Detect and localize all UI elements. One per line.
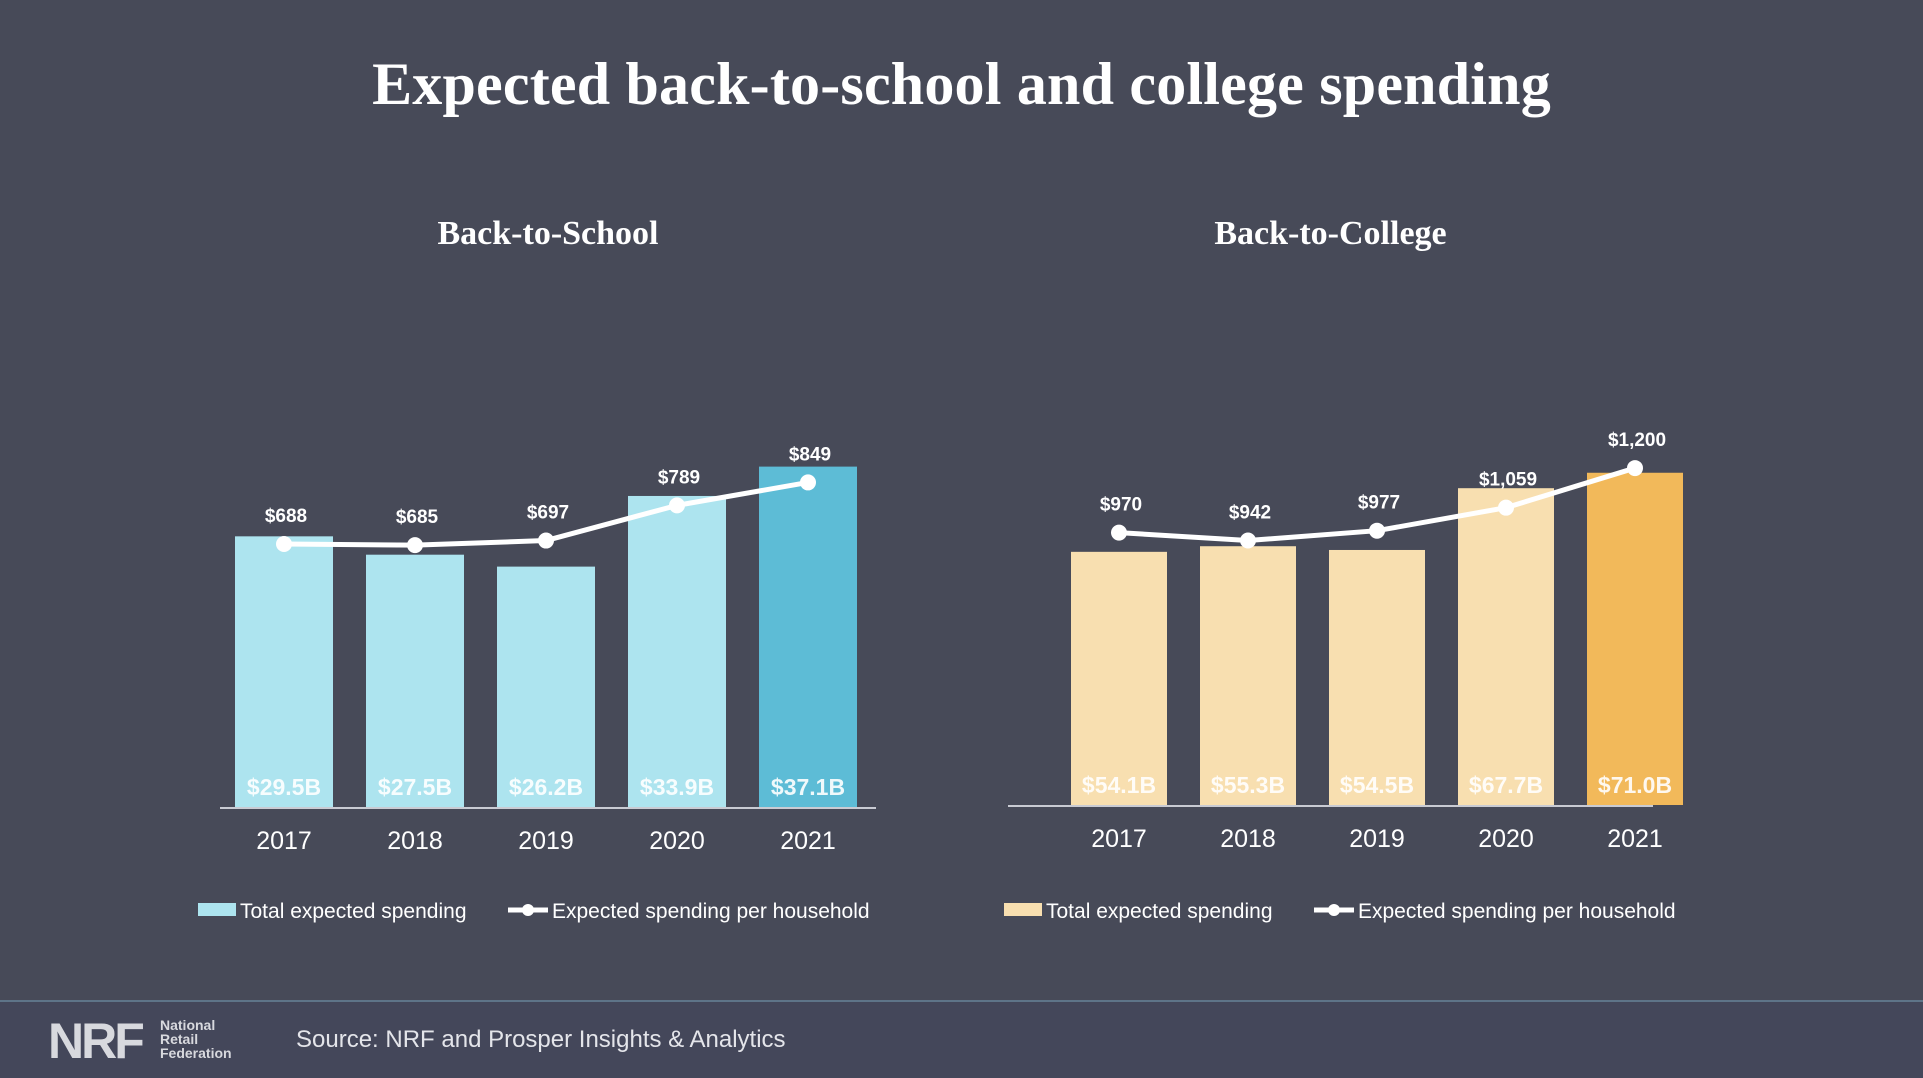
- legend-label: Expected spending per household: [1358, 900, 1676, 923]
- footer: [0, 1002, 1923, 1078]
- line-point: [538, 532, 554, 549]
- bar-value-label: $29.5B: [247, 774, 321, 800]
- back-to-college-chart: Back-to-College $54.1B $55.3B $54.5B $67.7B $…: [1004, 215, 1683, 923]
- line-value-label: $685: [396, 507, 439, 528]
- legend-swatch-marker: [1328, 904, 1340, 916]
- line-point: [407, 537, 423, 554]
- logo-wordmark: National Retail Federation: [160, 1018, 232, 1060]
- logo-word: National: [160, 1017, 216, 1033]
- bar-total-spending: [366, 554, 464, 807]
- line-point: [1111, 524, 1127, 541]
- bar-value-label: $67.7B: [1469, 772, 1543, 798]
- bar-total-spending: [235, 536, 333, 807]
- x-tick-label: 2020: [1478, 825, 1534, 853]
- bar-total-spending: [759, 466, 857, 807]
- bar-total-spending: [1458, 488, 1554, 805]
- legend-swatch-bar: [198, 903, 236, 916]
- legend-label: Total expected spending: [240, 900, 467, 923]
- footer-divider: [0, 1000, 1923, 1002]
- x-tick-label: 2017: [1091, 825, 1147, 853]
- line-point: [800, 474, 816, 491]
- line-point: [276, 535, 292, 552]
- x-tick-label: 2019: [1349, 825, 1405, 853]
- line-value-label: $697: [527, 503, 569, 524]
- line-point: [669, 497, 685, 514]
- bar-value-label: $26.2B: [509, 774, 583, 800]
- line-point: [1498, 499, 1514, 516]
- line-value-label: $942: [1229, 503, 1271, 524]
- line-point: [1240, 532, 1256, 549]
- logo-word: Federation: [160, 1045, 232, 1061]
- line-value-label: $977: [1358, 493, 1400, 514]
- line-value-label: $688: [265, 506, 307, 527]
- logo-mark: NRF: [48, 1013, 145, 1069]
- bar-value-label: $54.5B: [1340, 772, 1414, 798]
- bar-total-spending: [1329, 549, 1425, 805]
- legend-label: Expected spending per household: [552, 900, 870, 923]
- bar-value-label: $71.0B: [1598, 772, 1672, 798]
- x-tick-label: 2021: [780, 827, 836, 855]
- line-value-label: $1,200: [1608, 430, 1666, 451]
- logo-word: Retail: [160, 1031, 199, 1047]
- bar-total-spending: [1200, 546, 1296, 805]
- bar-value-label: $27.5B: [378, 774, 452, 800]
- bar-total-spending: [1071, 551, 1167, 805]
- legend-swatch-marker: [522, 904, 534, 916]
- x-tick-label: 2017: [256, 827, 312, 855]
- x-tick-label: 2018: [1220, 825, 1276, 853]
- bar-value-label: $55.3B: [1211, 772, 1285, 798]
- bar-total-spending: [1587, 472, 1683, 805]
- x-tick-label: 2019: [518, 827, 574, 855]
- line-point: [1369, 522, 1385, 539]
- bar-value-label: $33.9B: [640, 774, 714, 800]
- x-tick-label: 2021: [1607, 825, 1663, 853]
- line-value-label: $849: [789, 444, 831, 465]
- line-value-label: $970: [1100, 495, 1142, 516]
- line-point: [1627, 460, 1643, 477]
- line-value-label: $1,059: [1479, 470, 1537, 491]
- legend-label: Total expected spending: [1046, 900, 1273, 923]
- back-to-school-chart: Back-to-School $29.5B $27.5B $26.2B $33.9B $3…: [198, 215, 876, 923]
- x-tick-label: 2020: [649, 827, 705, 855]
- bar-value-label: $37.1B: [771, 774, 845, 800]
- chart-subtitle: Back-to-School: [438, 215, 659, 252]
- chart-subtitle: Back-to-College: [1214, 215, 1446, 252]
- source-note: Source: NRF and Prosper Insights & Analy…: [296, 1026, 786, 1053]
- line-value-label: $789: [658, 467, 700, 488]
- bar-total-spending: [628, 495, 726, 807]
- x-tick-label: 2018: [387, 827, 443, 855]
- bar-value-label: $54.1B: [1082, 772, 1156, 798]
- bar-total-spending: [497, 566, 595, 807]
- nrf-logo: NRF National Retail Federation: [48, 1016, 248, 1066]
- page-title: Expected back-to-school and college spen…: [372, 51, 1551, 117]
- legend-swatch-bar: [1004, 903, 1042, 916]
